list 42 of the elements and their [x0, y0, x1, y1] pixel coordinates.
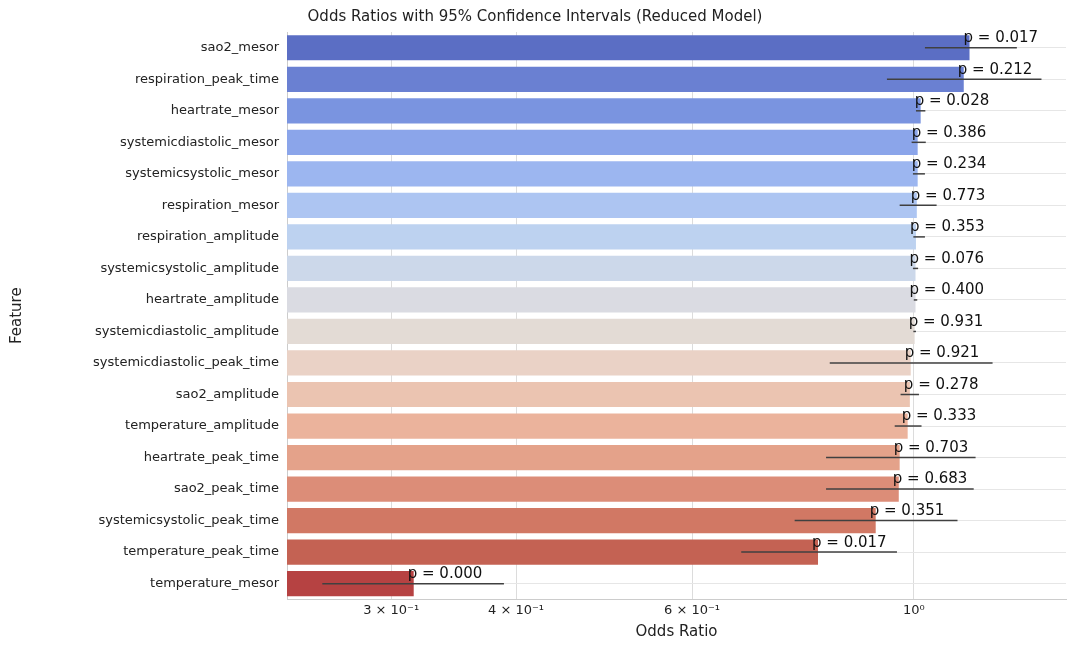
x-tick-label: 10⁰: [902, 601, 925, 617]
annotation: p = 0.703: [893, 437, 969, 456]
annotation: p = 0.017: [812, 532, 887, 551]
annotation: p = 0.333: [901, 406, 977, 425]
annotation: p = 0.683: [892, 469, 968, 488]
y-tick-label: temperature_peak_time: [123, 543, 279, 559]
y-tick-label: heartrate_amplitude: [145, 291, 279, 307]
annotation: p = 0.278: [903, 374, 979, 393]
y-tick-label: respiration_mesor: [161, 196, 280, 212]
y-tick-label: respiration_amplitude: [136, 228, 279, 244]
y-axis-title: Feature: [6, 287, 25, 345]
annotation: p = 0.234: [911, 154, 987, 173]
y-tick-label: temperature_mesor: [150, 575, 280, 591]
y-tick-label: heartrate_peak_time: [143, 448, 279, 464]
annotation: p = 0.028: [914, 91, 990, 110]
y-tick-label: respiration_peak_time: [134, 70, 279, 86]
y-tick-label: temperature_amplitude: [125, 417, 279, 433]
x-tick-label: 4 × 10⁻¹: [488, 601, 545, 617]
annotation: p = 0.076: [909, 248, 985, 267]
y-tick-label: systemicdiastolic_peak_time: [93, 354, 279, 370]
y-tick-label: sao2_peak_time: [173, 480, 279, 496]
chart-title: Odds Ratios with 95% Confidence Intervals (Reduced Model): [307, 6, 763, 25]
annotation: p = 0.212: [957, 59, 1033, 78]
annotation: p = 0.351: [869, 500, 945, 519]
y-tick-label: systemicsystolic_peak_time: [98, 511, 279, 527]
y-tick-label: sao2_mesor: [200, 39, 280, 55]
y-tick-label: systemicdiastolic_amplitude: [95, 322, 279, 338]
annotation: p = 0.386: [911, 122, 987, 141]
x-axis-title: Odds Ratio: [635, 621, 718, 640]
y-tick-label: systemicsystolic_amplitude: [100, 259, 279, 275]
y-tick-label: systemicdiastolic_mesor: [119, 133, 280, 149]
annotation: p = 0.773: [910, 185, 986, 204]
y-tick-label: sao2_amplitude: [175, 385, 279, 401]
annotation: p = 0.017: [963, 28, 1039, 47]
annotation: p = 0.931: [908, 311, 984, 330]
annotation: p = 0.921: [904, 343, 980, 362]
annotation: p = 0.353: [909, 217, 985, 236]
y-tick-label: systemicsystolic_mesor: [125, 165, 280, 181]
y-tick-label: heartrate_mesor: [170, 102, 280, 118]
x-tick-label: 3 × 10⁻¹: [363, 601, 420, 617]
x-tick-label: 6 × 10⁻¹: [664, 601, 721, 617]
annotation: p = 0.400: [909, 280, 985, 299]
